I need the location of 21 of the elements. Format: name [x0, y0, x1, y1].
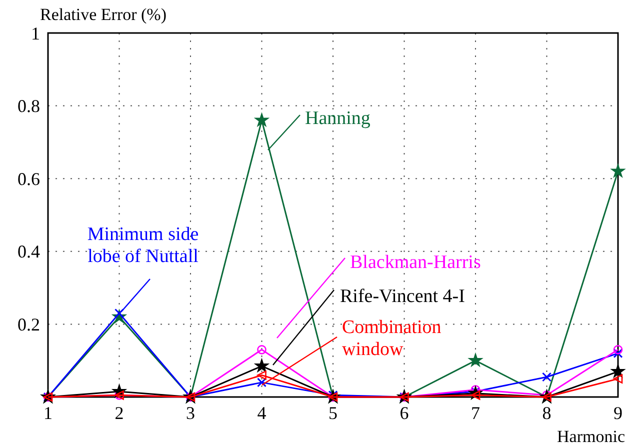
y-tick-label: 0.4	[18, 242, 40, 262]
x-tick-label: 1	[44, 403, 52, 423]
x-tick-label: 3	[186, 403, 195, 423]
x-tick-label: 6	[400, 403, 409, 423]
series-label: Hanning	[305, 108, 371, 129]
series-label: Combination window	[342, 317, 442, 360]
y-tick-label: 1	[31, 23, 40, 44]
x-tick-label: 7	[471, 403, 480, 423]
y-axis-title: Relative Error (%)	[40, 5, 166, 24]
y-tick-label: 0.8	[18, 96, 40, 116]
text: Blackman-Harris	[350, 252, 481, 273]
y-tick-label: 0.6	[18, 168, 40, 189]
x-axis-title: Harmonic	[557, 427, 626, 446]
x-tick-label: 4	[257, 403, 266, 423]
text: Rife-Vincent 4-I	[340, 286, 465, 307]
x-tick-label: 8	[542, 403, 552, 423]
x-tick-label: 2	[114, 403, 124, 423]
y-tick-label: 0.2	[18, 314, 40, 334]
x-tick-label: 5	[328, 403, 338, 423]
text: Minimum side lobe of Nuttall	[87, 224, 199, 267]
x-tick-label: 9	[614, 403, 622, 423]
